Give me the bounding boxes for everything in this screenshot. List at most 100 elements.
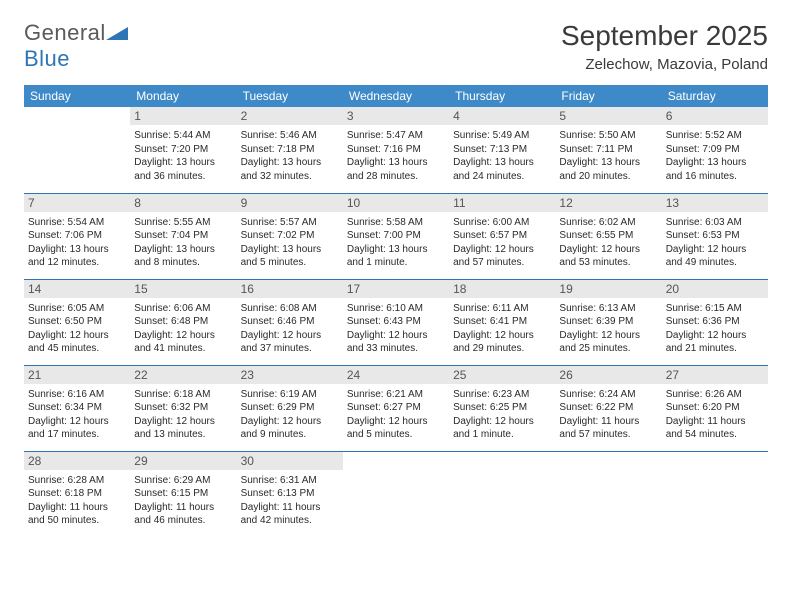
day-data-block: Sunrise: 5:46 AMSunset: 7:18 PMDaylight:… (241, 129, 339, 183)
daylight-text: Daylight: 12 hours and 1 minute. (453, 415, 551, 442)
day-number: 9 (237, 194, 343, 212)
day-details: Sunrise: 6:00 AMSunset: 6:57 PMDaylight:… (449, 214, 555, 276)
calendar-cell: 11Sunrise: 6:00 AMSunset: 6:57 PMDayligh… (449, 193, 555, 279)
day-details: Sunrise: 5:44 AMSunset: 7:20 PMDaylight:… (130, 127, 236, 189)
sunset-text: Sunset: 7:13 PM (453, 143, 551, 157)
daylight-text: Daylight: 12 hours and 33 minutes. (347, 329, 445, 356)
calendar-cell: 17Sunrise: 6:10 AMSunset: 6:43 PMDayligh… (343, 279, 449, 365)
sunset-text: Sunset: 6:13 PM (241, 487, 339, 501)
calendar-cell: 20 Sunrise: 6:15 AMSunset: 6:36 PMDayligh… (662, 279, 768, 365)
weekday-header: Tuesday (237, 85, 343, 107)
sunset-text: Sunset: 6:53 PM (666, 229, 764, 243)
day-details: Sunrise: 5:58 AMSunset: 7:00 PMDaylight:… (343, 214, 449, 276)
day-data-block: Sunrise: 6:11 AMSunset: 6:41 PMDaylight:… (453, 302, 551, 356)
daylight-text: Daylight: 12 hours and 17 minutes. (28, 415, 126, 442)
sunset-text: Sunset: 7:16 PM (347, 143, 445, 157)
daylight-text: Daylight: 13 hours and 1 minute. (347, 243, 445, 270)
day-details: Sunrise: 6:16 AMSunset: 6:34 PMDaylight:… (24, 386, 130, 448)
calendar-week-row: 14 Sunrise: 6:05 AMSunset: 6:50 PMDayligh… (24, 279, 768, 365)
calendar-cell: 1 Sunrise: 5:44 AMSunset: 7:20 PMDaylight… (130, 107, 236, 193)
day-details: Sunrise: 6:23 AMSunset: 6:25 PMDaylight:… (449, 386, 555, 448)
day-details: Sunrise: 6:08 AMSunset: 6:46 PMDaylight:… (237, 300, 343, 362)
day-data-block: Sunrise: 5:58 AMSunset: 7:00 PMDaylight:… (347, 216, 445, 270)
sunrise-text: Sunrise: 6:15 AM (666, 302, 764, 316)
day-data-block: Sunrise: 5:50 AMSunset: 7:11 PMDaylight:… (559, 129, 657, 183)
sunset-text: Sunset: 7:02 PM (241, 229, 339, 243)
daylight-text: Daylight: 12 hours and 37 minutes. (241, 329, 339, 356)
calendar-cell (662, 451, 768, 537)
calendar-cell: 5Sunrise: 5:50 AMSunset: 7:11 PMDaylight… (555, 107, 661, 193)
sunrise-text: Sunrise: 6:02 AM (559, 216, 657, 230)
sunrise-text: Sunrise: 6:28 AM (28, 474, 126, 488)
day-data-block: Sunrise: 6:08 AMSunset: 6:46 PMDaylight:… (241, 302, 339, 356)
sunrise-text: Sunrise: 6:08 AM (241, 302, 339, 316)
sunrise-text: Sunrise: 6:18 AM (134, 388, 232, 402)
daylight-text: Daylight: 13 hours and 16 minutes. (666, 156, 764, 183)
calendar-cell: 29Sunrise: 6:29 AMSunset: 6:15 PMDayligh… (130, 451, 236, 537)
sunset-text: Sunset: 6:20 PM (666, 401, 764, 415)
sunset-text: Sunset: 6:15 PM (134, 487, 232, 501)
day-number: 23 (237, 366, 343, 384)
sunset-text: Sunset: 6:39 PM (559, 315, 657, 329)
day-number: 20 (662, 280, 768, 298)
day-data-block: Sunrise: 6:15 AMSunset: 6:36 PMDaylight:… (666, 302, 764, 356)
location-text: Zelechow, Mazovia, Poland (561, 56, 768, 73)
day-number: 1 (130, 107, 236, 125)
day-data-block: Sunrise: 5:47 AMSunset: 7:16 PMDaylight:… (347, 129, 445, 183)
sunset-text: Sunset: 7:20 PM (134, 143, 232, 157)
sunrise-text: Sunrise: 6:11 AM (453, 302, 551, 316)
day-details: Sunrise: 6:18 AMSunset: 6:32 PMDaylight:… (130, 386, 236, 448)
day-number: 2 (237, 107, 343, 125)
calendar-header-row: Sunday Monday Tuesday Wednesday Thursday… (24, 85, 768, 107)
day-details: Sunrise: 6:31 AMSunset: 6:13 PMDaylight:… (237, 472, 343, 534)
day-number: 16 (237, 280, 343, 298)
day-number: 3 (343, 107, 449, 125)
sunrise-text: Sunrise: 5:44 AM (134, 129, 232, 143)
sunset-text: Sunset: 6:25 PM (453, 401, 551, 415)
sunrise-text: Sunrise: 6:21 AM (347, 388, 445, 402)
daylight-text: Daylight: 13 hours and 5 minutes. (241, 243, 339, 270)
day-data-block: Sunrise: 6:06 AMSunset: 6:48 PMDaylight:… (134, 302, 232, 356)
day-details: Sunrise: 5:54 AMSunset: 7:06 PMDaylight:… (24, 214, 130, 276)
daylight-text: Daylight: 12 hours and 53 minutes. (559, 243, 657, 270)
sunrise-text: Sunrise: 5:54 AM (28, 216, 126, 230)
day-number: 13 (662, 194, 768, 212)
day-details: Sunrise: 6:19 AMSunset: 6:29 PMDaylight:… (237, 386, 343, 448)
sunrise-text: Sunrise: 6:31 AM (241, 474, 339, 488)
sunrise-text: Sunrise: 6:13 AM (559, 302, 657, 316)
daylight-text: Daylight: 13 hours and 36 minutes. (134, 156, 232, 183)
sunset-text: Sunset: 6:34 PM (28, 401, 126, 415)
day-data-block: Sunrise: 6:18 AMSunset: 6:32 PMDaylight:… (134, 388, 232, 442)
calendar-week-row: 1Sunrise: 5:44 AMSunset: 7:20 PMDaylight… (24, 107, 768, 193)
calendar-cell: 26Sunrise: 6:24 AMSunset: 6:22 PMDayligh… (555, 365, 661, 451)
day-number: 4 (449, 107, 555, 125)
day-number: 25 (449, 366, 555, 384)
day-details: Sunrise: 6:21 AMSunset: 6:27 PMDaylight:… (343, 386, 449, 448)
sunset-text: Sunset: 6:55 PM (559, 229, 657, 243)
weekday-header: Saturday (662, 85, 768, 107)
day-details: Sunrise: 6:11 AMSunset: 6:41 PMDaylight:… (449, 300, 555, 362)
calendar-cell (449, 451, 555, 537)
calendar-cell: 24 Sunrise: 6:21 AMSunset: 6:27 PMDayligh… (343, 365, 449, 451)
calendar-cell: 13Sunrise: 6:03 AMSunset: 6:53 PMDayligh… (662, 193, 768, 279)
day-number: 14 (24, 280, 130, 298)
calendar-cell: 21Sunrise: 6:16 AMSunset: 6:34 PMDayligh… (24, 365, 130, 451)
day-details: Sunrise: 6:26 AMSunset: 6:20 PMDaylight:… (662, 386, 768, 448)
day-number: 24 (343, 366, 449, 384)
brand-triangle-icon (106, 20, 128, 46)
day-data-block: Sunrise: 6:16 AMSunset: 6:34 PMDaylight:… (28, 388, 126, 442)
calendar-cell: 30Sunrise: 6:31 AMSunset: 6:13 PMDayligh… (237, 451, 343, 537)
brand-logo: General Blue (24, 20, 128, 72)
day-data-block: Sunrise: 6:02 AMSunset: 6:55 PMDaylight:… (559, 216, 657, 270)
day-data-block: Sunrise: 5:49 AMSunset: 7:13 PMDaylight:… (453, 129, 551, 183)
sunrise-text: Sunrise: 5:49 AM (453, 129, 551, 143)
day-details: Sunrise: 6:29 AMSunset: 6:15 PMDaylight:… (130, 472, 236, 534)
weekday-header: Monday (130, 85, 236, 107)
calendar-cell: 16 Sunrise: 6:08 AMSunset: 6:46 PMDayligh… (237, 279, 343, 365)
day-data-block: Sunrise: 6:24 AMSunset: 6:22 PMDaylight:… (559, 388, 657, 442)
day-number: 12 (555, 194, 661, 212)
month-title: September 2025 (561, 20, 768, 52)
daylight-text: Daylight: 12 hours and 45 minutes. (28, 329, 126, 356)
day-details: Sunrise: 6:05 AMSunset: 6:50 PMDaylight:… (24, 300, 130, 362)
day-data-block: Sunrise: 6:00 AMSunset: 6:57 PMDaylight:… (453, 216, 551, 270)
